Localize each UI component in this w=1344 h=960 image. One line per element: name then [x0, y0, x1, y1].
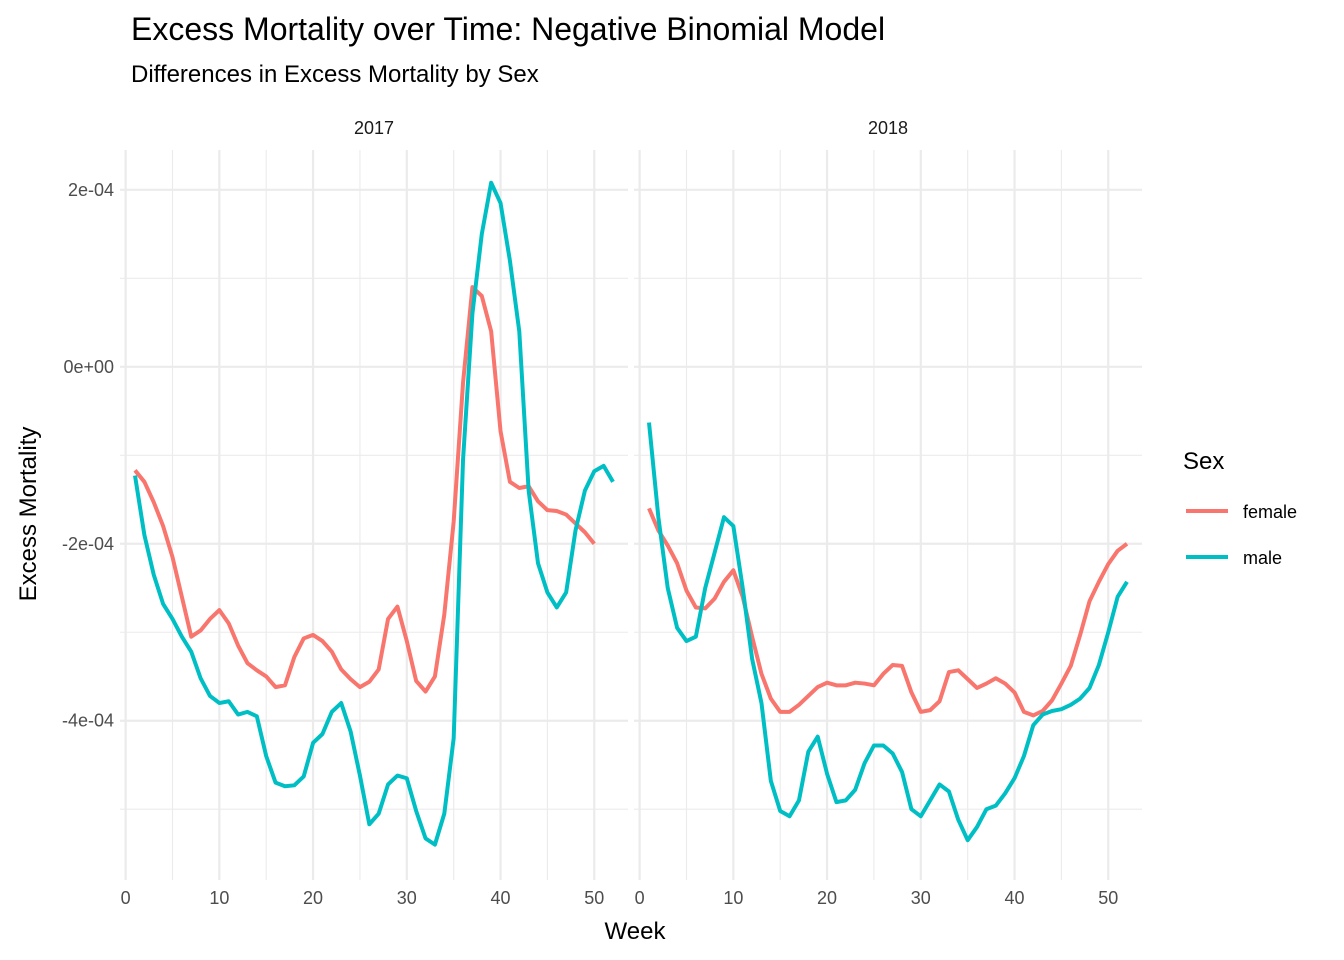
y-tick-label: 0e+00	[63, 357, 114, 377]
series-line-2018-male	[647, 422, 1129, 843]
facet-label-2018: 2018	[868, 118, 908, 138]
y-tick-label: -4e-04	[62, 711, 114, 731]
x-tick-label: 50	[1098, 888, 1118, 908]
x-tick-label: 0	[121, 888, 131, 908]
series-line-2017-female	[133, 285, 596, 694]
x-tick-label: 40	[1005, 888, 1025, 908]
legend-title: Sex	[1183, 448, 1224, 475]
legend: Sex female male	[1183, 448, 1297, 568]
x-tick-label: 30	[397, 888, 417, 908]
x-tick-label: 20	[817, 888, 837, 908]
legend-label-female: female	[1243, 502, 1297, 522]
x-tick-label: 0	[635, 888, 645, 908]
y-axis-title: Excess Mortality	[15, 427, 42, 602]
y-axis: 2e-04 0e+00 -2e-04 -4e-04	[62, 180, 114, 731]
x-tick-label: 10	[209, 888, 229, 908]
x-tick-label: 10	[723, 888, 743, 908]
x-tick-label: 20	[303, 888, 323, 908]
facet-panels: 2017 0 10 20 30 40 50 2018 0 10 20 30 40 50	[120, 118, 1142, 908]
y-tick-label: 2e-04	[68, 180, 114, 200]
panel-2017: 2017 0 10 20 30 40 50	[120, 118, 628, 908]
facet-label-2017: 2017	[354, 118, 394, 138]
x-axis-title: Week	[605, 918, 667, 945]
y-tick-label: -2e-04	[62, 534, 114, 554]
legend-items: female male	[1186, 502, 1297, 568]
legend-label-male: male	[1243, 548, 1282, 568]
x-tick-label: 50	[584, 888, 604, 908]
legend-item-female: female	[1186, 502, 1297, 522]
chart-subtitle: Differences in Excess Mortality by Sex	[131, 61, 539, 88]
x-tick-label: 40	[491, 888, 511, 908]
panel-2018: 2018 0 10 20 30 40 50	[634, 118, 1142, 908]
series-line-2017-male	[133, 180, 615, 847]
series-line-2018-female	[647, 507, 1129, 718]
legend-item-male: male	[1186, 548, 1282, 568]
x-tick-label: 30	[911, 888, 931, 908]
chart-title: Excess Mortality over Time: Negative Bin…	[131, 11, 885, 47]
